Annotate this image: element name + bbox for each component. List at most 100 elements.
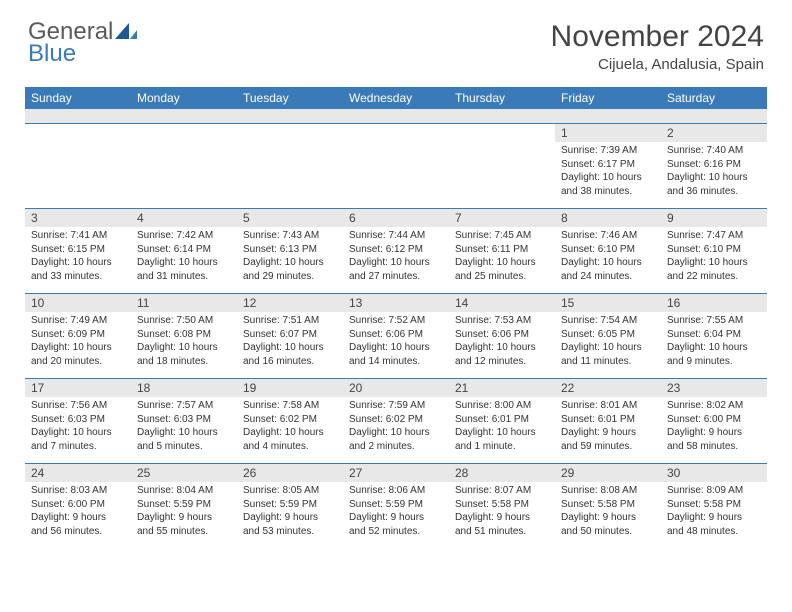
- daylight-line: Daylight: 10 hours and 31 minutes.: [137, 256, 231, 283]
- sunrise-line: Sunrise: 7:44 AM: [349, 229, 443, 243]
- daylight-line: Daylight: 10 hours and 22 minutes.: [667, 256, 761, 283]
- day-number: 12: [237, 294, 343, 312]
- dow-tue: Tuesday: [237, 87, 343, 109]
- gray-strip: [25, 109, 767, 123]
- day-number: 2: [661, 124, 767, 142]
- day-body: Sunrise: 7:52 AMSunset: 6:06 PMDaylight:…: [343, 312, 449, 370]
- daylight-line: Daylight: 10 hours and 4 minutes.: [243, 426, 337, 453]
- sunset-line: Sunset: 6:07 PM: [243, 328, 337, 342]
- day-number: 25: [131, 464, 237, 482]
- header: General Blue November 2024 Cijuela, Anda…: [0, 0, 792, 81]
- day-body: Sunrise: 8:05 AMSunset: 5:59 PMDaylight:…: [237, 482, 343, 540]
- day-number: 17: [25, 379, 131, 397]
- sunset-line: Sunset: 6:16 PM: [667, 158, 761, 172]
- sunset-line: Sunset: 6:00 PM: [31, 498, 125, 512]
- sunset-line: Sunset: 5:59 PM: [137, 498, 231, 512]
- dow-thu: Thursday: [449, 87, 555, 109]
- day-number: 16: [661, 294, 767, 312]
- sunset-line: Sunset: 6:15 PM: [31, 243, 125, 257]
- sunset-line: Sunset: 5:58 PM: [667, 498, 761, 512]
- daylight-line: Daylight: 10 hours and 11 minutes.: [561, 341, 655, 368]
- day-cell: 2Sunrise: 7:40 AMSunset: 6:16 PMDaylight…: [661, 124, 767, 208]
- daylight-line: Daylight: 9 hours and 48 minutes.: [667, 511, 761, 538]
- daylight-line: Daylight: 10 hours and 1 minute.: [455, 426, 549, 453]
- sunset-line: Sunset: 5:58 PM: [455, 498, 549, 512]
- month-title: November 2024: [551, 20, 764, 54]
- sunset-line: Sunset: 6:13 PM: [243, 243, 337, 257]
- sunset-line: Sunset: 6:14 PM: [137, 243, 231, 257]
- day-cell: 27Sunrise: 8:06 AMSunset: 5:59 PMDayligh…: [343, 464, 449, 548]
- sunrise-line: Sunrise: 8:01 AM: [561, 399, 655, 413]
- sunrise-line: Sunrise: 7:59 AM: [349, 399, 443, 413]
- sunrise-line: Sunrise: 8:07 AM: [455, 484, 549, 498]
- dow-sun: Sunday: [25, 87, 131, 109]
- day-cell: 1Sunrise: 7:39 AMSunset: 6:17 PMDaylight…: [555, 124, 661, 208]
- day-body: Sunrise: 8:03 AMSunset: 6:00 PMDaylight:…: [25, 482, 131, 540]
- sunrise-line: Sunrise: 8:03 AM: [31, 484, 125, 498]
- sunset-line: Sunset: 6:10 PM: [561, 243, 655, 257]
- day-cell: 24Sunrise: 8:03 AMSunset: 6:00 PMDayligh…: [25, 464, 131, 548]
- day-body: Sunrise: 7:42 AMSunset: 6:14 PMDaylight:…: [131, 227, 237, 285]
- week-row: 3 Sunrise: 7:41 AMSunset: 6:15 PM Daylight…: [25, 208, 767, 293]
- sunrise-line: Sunrise: 7:56 AM: [31, 399, 125, 413]
- daylight-line: Daylight: 9 hours and 58 minutes.: [667, 426, 761, 453]
- sunrise-line: Sunrise: 7:49 AM: [31, 314, 125, 328]
- day-cell: 18Sunrise: 7:57 AMSunset: 6:03 PMDayligh…: [131, 379, 237, 463]
- sunrise-line: Sunrise: 8:00 AM: [455, 399, 549, 413]
- daylight-line: Daylight: 9 hours and 55 minutes.: [137, 511, 231, 538]
- day-cell: 12Sunrise: 7:51 AMSunset: 6:07 PMDayligh…: [237, 294, 343, 378]
- title-block: November 2024 Cijuela, Andalusia, Spain: [551, 20, 764, 73]
- day-body: Sunrise: 7:43 AMSunset: 6:13 PMDaylight:…: [237, 227, 343, 285]
- sunset-line: Sunset: 6:02 PM: [243, 413, 337, 427]
- sunrise-line: Sunrise: 7:54 AM: [561, 314, 655, 328]
- day-number: 26: [237, 464, 343, 482]
- day-cell: 5Sunrise: 7:43 AMSunset: 6:13 PMDaylight…: [237, 209, 343, 293]
- week-row: 24Sunrise: 8:03 AMSunset: 6:00 PMDayligh…: [25, 463, 767, 548]
- day-cell: 4Sunrise: 7:42 AMSunset: 6:14 PMDaylight…: [131, 209, 237, 293]
- day-number: 19: [237, 379, 343, 397]
- sunset-line: Sunset: 6:05 PM: [561, 328, 655, 342]
- sunrise-line: Sunrise: 7:39 AM: [561, 144, 655, 158]
- day-cell: 14Sunrise: 7:53 AMSunset: 6:06 PMDayligh…: [449, 294, 555, 378]
- day-number: 3: [25, 209, 131, 227]
- day-cell: 25 Sunrise: 8:04 AMSunset: 5:59 PMDayligh…: [131, 464, 237, 548]
- day-cell: 19 Sunrise: 7:58 AMSunset: 6:02 PMDayligh…: [237, 379, 343, 463]
- logo-text: General Blue: [28, 20, 137, 66]
- day-cell: [449, 124, 555, 208]
- logo: General Blue: [28, 20, 137, 66]
- sunrise-line: Sunrise: 7:52 AM: [349, 314, 443, 328]
- sunrise-line: Sunrise: 7:55 AM: [667, 314, 761, 328]
- day-body: Sunrise: 8:06 AMSunset: 5:59 PMDaylight:…: [343, 482, 449, 540]
- day-number: 10: [25, 294, 131, 312]
- daylight-line: Daylight: 9 hours and 59 minutes.: [561, 426, 655, 453]
- day-number: 14: [449, 294, 555, 312]
- day-number: 7: [449, 209, 555, 227]
- sunrise-line: Sunrise: 8:04 AM: [137, 484, 231, 498]
- week-row: 10Sunrise: 7:49 AMSunset: 6:09 PMDayligh…: [25, 293, 767, 378]
- calendar: Sunday Monday Tuesday Wednesday Thursday…: [25, 87, 767, 548]
- sunrise-line: Sunrise: 7:53 AM: [455, 314, 549, 328]
- dow-mon: Monday: [131, 87, 237, 109]
- day-body: Sunrise: 8:07 AMSunset: 5:58 PMDaylight:…: [449, 482, 555, 540]
- sunrise-line: Sunrise: 7:58 AM: [243, 399, 337, 413]
- day-body: Sunrise: 7:57 AMSunset: 6:03 PMDaylight:…: [131, 397, 237, 455]
- dow-wed: Wednesday: [343, 87, 449, 109]
- day-number: 15: [555, 294, 661, 312]
- sunrise-line: Sunrise: 7:41 AM: [31, 229, 125, 243]
- sunrise-line: Sunrise: 8:02 AM: [667, 399, 761, 413]
- daylight-line: Daylight: 10 hours and 36 minutes.: [667, 171, 761, 198]
- daylight-line: Daylight: 10 hours and 9 minutes.: [667, 341, 761, 368]
- daylight-line: Daylight: 10 hours and 27 minutes.: [349, 256, 443, 283]
- logo-sail-icon: [115, 20, 137, 44]
- day-cell: 21Sunrise: 8:00 AMSunset: 6:01 PMDayligh…: [449, 379, 555, 463]
- sunrise-line: Sunrise: 7:45 AM: [455, 229, 549, 243]
- day-cell: 17Sunrise: 7:56 AMSunset: 6:03 PMDayligh…: [25, 379, 131, 463]
- day-cell: 20Sunrise: 7:59 AMSunset: 6:02 PMDayligh…: [343, 379, 449, 463]
- day-number: 9: [661, 209, 767, 227]
- day-cell: 9Sunrise: 7:47 AMSunset: 6:10 PMDaylight…: [661, 209, 767, 293]
- sunset-line: Sunset: 6:12 PM: [349, 243, 443, 257]
- day-body: Sunrise: 7:54 AMSunset: 6:05 PMDaylight:…: [555, 312, 661, 370]
- sunset-line: Sunset: 6:01 PM: [455, 413, 549, 427]
- day-cell: 23Sunrise: 8:02 AMSunset: 6:00 PMDayligh…: [661, 379, 767, 463]
- day-number: 24: [25, 464, 131, 482]
